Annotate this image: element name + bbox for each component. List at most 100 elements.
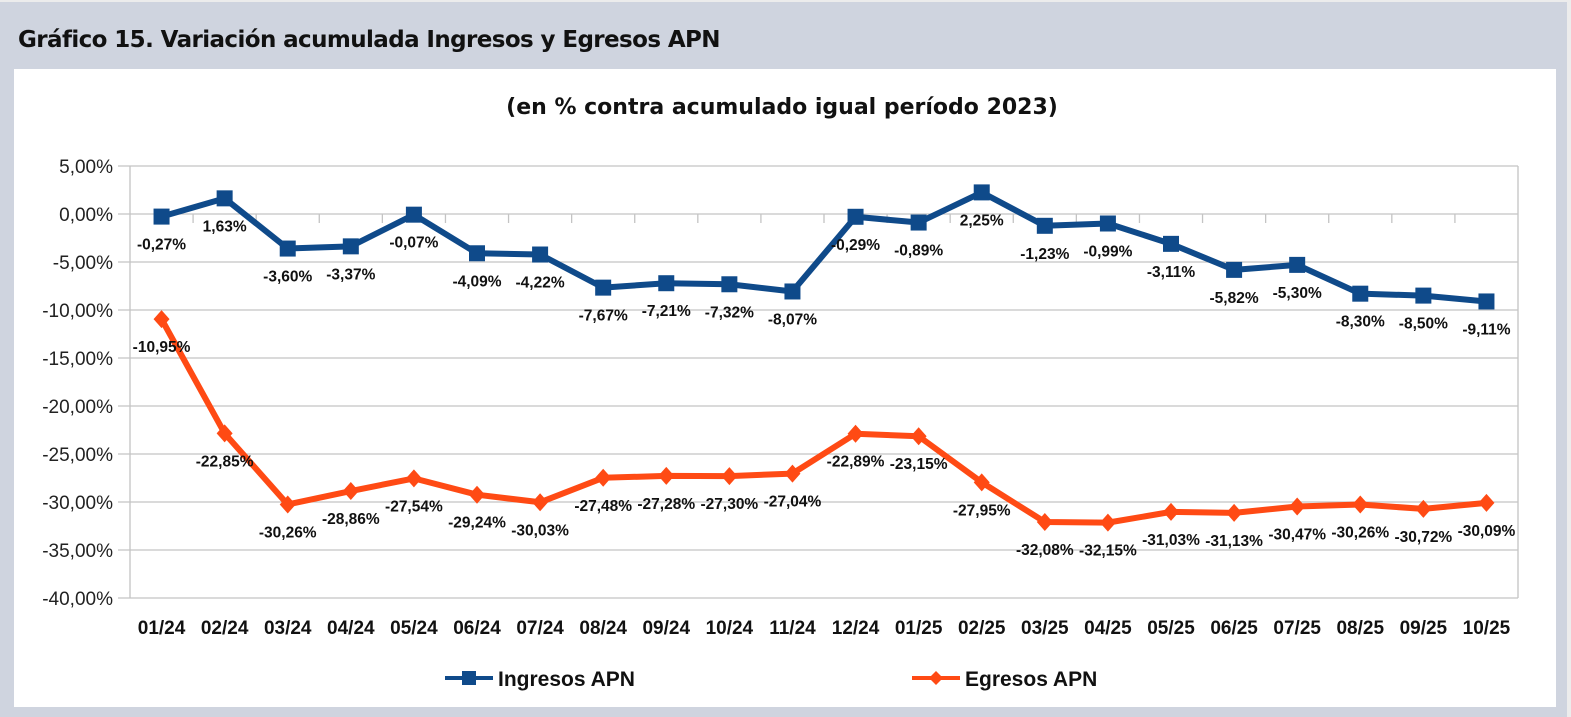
y-tick-label: -40,00% [42, 589, 113, 610]
data-point-square [1163, 235, 1179, 252]
x-tick-label: 07/25 [1273, 618, 1321, 639]
x-tick-label: 01/24 [138, 618, 186, 639]
data-point-diamond [910, 427, 927, 446]
legend-label: Egresos APN [965, 668, 1097, 691]
series-line [160, 189, 1487, 305]
data-point-diamond [784, 464, 801, 483]
data-label: -0,89% [894, 243, 943, 260]
data-label: -9,11% [1462, 321, 1510, 338]
data-label: -5,82% [1210, 290, 1259, 307]
legend-item: Egresos APN [912, 668, 1097, 691]
x-tick-label: 12/24 [832, 618, 880, 639]
legend: Ingresos APN Egresos APN [445, 668, 1097, 691]
data-label: -5,30% [1273, 285, 1322, 302]
data-label: -30,47% [1268, 527, 1326, 544]
data-label: 2,25% [960, 212, 1004, 229]
x-tick-label: 08/25 [1336, 618, 1384, 639]
figure-heading: Gráfico 15. Variación acumulada Ingresos… [18, 27, 721, 53]
data-point-diamond [658, 466, 675, 485]
data-point-diamond [721, 467, 738, 486]
data-point-diamond [595, 468, 612, 487]
legend-item: Ingresos APN [445, 668, 635, 691]
data-label: -0,99% [1083, 244, 1132, 261]
gridlines [118, 165, 1519, 599]
data-label: -27,95% [953, 502, 1011, 519]
data-label: -32,08% [1016, 542, 1074, 559]
x-axis-ticks: 01/24 02/24 03/24 04/24 05/24 06/24 07/24 08/24… [138, 618, 1511, 639]
legend-diamond-marker-icon [929, 671, 943, 685]
x-tick-label: 02/25 [958, 618, 1006, 639]
y-tick-label: 0,00% [59, 205, 113, 226]
data-point-diamond [1289, 497, 1306, 516]
data-point-square [1036, 217, 1053, 234]
x-tick-label: 08/24 [579, 618, 627, 639]
x-tick-label: 03/25 [1021, 618, 1069, 639]
data-label: -3,37% [326, 266, 375, 283]
data-label: -32,15% [1079, 543, 1137, 560]
data-label: -10,95% [133, 339, 191, 356]
data-label: -22,85% [196, 453, 254, 470]
data-point-diamond [847, 424, 864, 443]
data-point-diamond [405, 469, 422, 488]
x-tick-label: 05/24 [390, 618, 438, 639]
data-label: -8,50% [1399, 316, 1448, 333]
data-point-diamond [1415, 499, 1432, 518]
x-tick-label: 06/25 [1210, 618, 1258, 639]
data-point-diamond [973, 473, 990, 492]
data-label: -4,09% [452, 273, 501, 290]
chart-subtitle: (en % contra acumulado igual período 202… [506, 95, 1058, 120]
data-point-square [973, 184, 990, 201]
y-tick-label: -35,00% [42, 541, 113, 562]
y-tick-label: -30,00% [42, 493, 113, 514]
data-label: -31,03% [1142, 532, 1200, 549]
data-point-diamond [153, 310, 170, 329]
data-point-square [1099, 215, 1116, 232]
data-label: -0,27% [137, 237, 186, 254]
x-tick-label: 01/25 [895, 618, 943, 639]
y-tick-label: 5,00% [59, 157, 113, 178]
data-label: -7,32% [705, 304, 754, 321]
data-label: -0,07% [389, 235, 438, 252]
data-point-square [595, 279, 612, 296]
data-point-diamond [1036, 512, 1053, 531]
data-point-square [847, 208, 864, 225]
data-point-square [784, 283, 801, 300]
data-label: -7,67% [579, 308, 628, 325]
data-label: -0,29% [831, 237, 880, 254]
data-label: -27,30% [700, 496, 758, 513]
data-point-diamond [1478, 493, 1495, 512]
data-point-square [469, 245, 485, 262]
y-axis-ticks: 5,00% 0,00% -5,00% -10,00% -15,00% -20,00% -25… [42, 157, 113, 610]
data-point-diamond [1163, 502, 1179, 521]
data-point-square [1415, 287, 1432, 304]
x-tick-label: 10/24 [706, 618, 754, 639]
y-tick-label: -20,00% [42, 397, 113, 418]
data-point-square [1352, 285, 1369, 302]
data-label: -22,89% [827, 454, 885, 471]
data-point-diamond [1099, 513, 1116, 532]
x-tick-label: 05/25 [1147, 618, 1195, 639]
data-point-diamond [216, 424, 233, 443]
chart-panel [14, 69, 1556, 707]
series-ingresos-apn: -0,27% 1,63% -3,60% -3,37% -0,07% -4,09% -4,22… [137, 184, 1511, 338]
data-point-square [279, 240, 296, 257]
data-point-diamond [469, 485, 485, 504]
data-label: -30,26% [1331, 524, 1389, 541]
data-label: -27,04% [764, 494, 822, 511]
data-point-square [1226, 261, 1243, 278]
data-point-diamond [532, 493, 549, 512]
data-label: -7,21% [642, 303, 691, 320]
series-group: -0,27% 1,63% -3,60% -3,37% -0,07% -4,09% -4,22… [133, 184, 1516, 560]
data-point-square [658, 275, 675, 292]
x-tick-label: 10/25 [1463, 618, 1511, 639]
x-tick-label: 04/24 [327, 618, 375, 639]
data-label: -23,15% [890, 456, 948, 473]
data-label: -31,13% [1205, 533, 1263, 550]
x-tick-label: 09/24 [642, 618, 690, 639]
data-label: 1,63% [203, 218, 247, 235]
data-point-square [342, 238, 359, 255]
x-tick-label: 04/25 [1084, 618, 1132, 639]
x-tick-label: 02/24 [201, 618, 249, 639]
data-label: -3,11% [1147, 264, 1195, 281]
series-egresos-apn: -10,95% -22,85% -30,26% -28,86% -27,54% -29,2… [133, 310, 1516, 560]
